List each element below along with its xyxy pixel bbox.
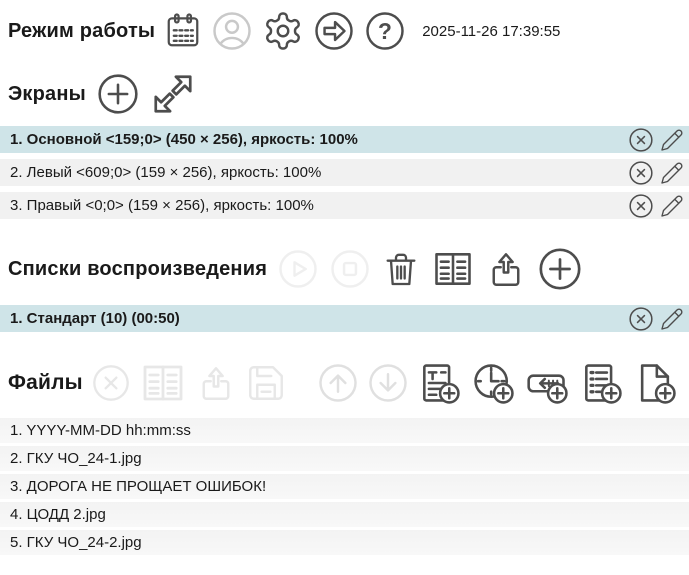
files-toolbar-disabled [91,359,409,407]
mode-header: Режим работы 2025-11-26 17:39:55 [0,0,689,54]
file-row[interactable]: 1. YYYY-MM-DD hh:mm:ss [0,418,689,443]
calendar-icon [164,12,202,50]
file-row[interactable]: 3. ДОРОГА НЕ ПРОЩАЕТ ОШИБОК! [0,474,689,499]
library-book-icon [139,359,187,407]
edit-pencil-icon [660,307,684,331]
settings-button[interactable] [262,10,304,52]
delete-playlist-button[interactable] [381,249,421,289]
files-list: 1. YYYY-MM-DD hh:mm:ss 2. ГКУ ЧО_24-1.jp… [0,418,689,555]
file-row[interactable]: 4. ЦОДД 2.jpg [0,502,689,527]
edit-playlist-button[interactable] [660,307,684,331]
screens-title: Экраны [8,82,86,105]
screens-section: Экраны 1. Основной <159;0> (450 × 256), … [0,70,689,219]
export-file-button [195,362,237,404]
playlists-section: Списки воспроизведения 1. Стандарт (10) … [0,245,689,332]
file-label: 4. ЦОДД 2.jpg [10,506,106,523]
add-playlist-button[interactable] [537,246,583,292]
user-button [211,10,253,52]
enter-arrow-icon [313,10,355,52]
save-file-button [245,362,287,404]
enter-button[interactable] [313,10,355,52]
remove-file-button [91,363,131,403]
add-file-icon [633,361,677,405]
edit-pencil-icon [660,161,684,185]
file-label: 3. ДОРОГА НЕ ПРОЩАЕТ ОШИБОК! [10,478,267,495]
add-ticker-button[interactable] [525,361,569,405]
add-clock-button[interactable] [471,361,515,405]
edit-pencil-icon [660,128,684,152]
remove-playlist-button[interactable] [628,306,654,332]
playlists-list: 1. Стандарт (10) (00:50) [0,305,689,332]
delete-trash-icon [381,249,421,289]
edit-screen-button[interactable] [660,161,684,185]
files-title: Файлы [8,371,83,394]
file-label: 2. ГКУ ЧО_24-1.jpg [10,450,142,467]
file-row[interactable]: 2. ГКУ ЧО_24-1.jpg [0,446,689,471]
playlists-header: Списки воспроизведения [0,245,689,293]
play-playlist-button [277,248,319,290]
files-section: Файлы [0,358,689,555]
add-text-button[interactable] [417,361,461,405]
remove-icon [628,127,654,153]
help-button[interactable] [364,10,406,52]
export-playlist-button[interactable] [485,248,527,290]
play-icon [277,248,319,290]
remove-icon [91,363,131,403]
screen-row[interactable]: 1. Основной <159;0> (450 × 256), яркость… [0,126,689,153]
add-text-icon [417,361,461,405]
remove-icon [628,160,654,186]
stop-icon [329,248,371,290]
files-toolbar-add [417,361,689,405]
add-ticker-icon [525,361,569,405]
move-file-up-button [317,362,359,404]
add-list-button[interactable] [579,361,623,405]
add-list-icon [579,361,623,405]
edit-screen-button[interactable] [660,194,684,218]
files-header: Файлы [0,358,689,408]
playlists-title: Списки воспроизведения [8,257,268,280]
file-label: 5. ГКУ ЧО_24-2.jpg [10,534,142,551]
file-label: 1. YYYY-MM-DD hh:mm:ss [10,422,191,439]
remove-screen-button[interactable] [628,160,654,186]
page-title: Режим работы [8,19,156,42]
remove-icon [628,193,654,219]
add-clock-icon [471,361,515,405]
save-icon [245,362,287,404]
move-down-icon [367,362,409,404]
playlist-row[interactable]: 1. Стандарт (10) (00:50) [0,305,689,332]
screen-label: 1. Основной <159;0> (450 × 256), яркость… [10,131,358,148]
stop-playlist-button [329,248,371,290]
screen-label: 3. Правый <0;0> (159 × 256), яркость: 10… [10,197,314,214]
expand-screens-button[interactable] [150,71,196,117]
screen-row[interactable]: 3. Правый <0;0> (159 × 256), яркость: 10… [0,192,689,219]
screen-label: 2. Левый <609;0> (159 × 256), яркость: 1… [10,164,322,181]
edit-screen-button[interactable] [660,128,684,152]
file-row[interactable]: 5. ГКУ ЧО_24-2.jpg [0,530,689,555]
move-file-down-button [367,362,409,404]
user-icon [211,10,253,52]
file-library-button [139,359,187,407]
remove-icon [628,306,654,332]
add-screen-button[interactable] [96,72,140,116]
settings-gear-icon [262,10,304,52]
remove-screen-button[interactable] [628,193,654,219]
remove-screen-button[interactable] [628,127,654,153]
screens-header: Экраны [0,70,689,118]
add-file-button[interactable] [633,361,677,405]
screens-list: 1. Основной <159;0> (450 × 256), яркость… [0,126,689,219]
move-up-icon [317,362,359,404]
calendar-button[interactable] [164,12,202,50]
library-book-icon [431,247,475,291]
export-icon [195,362,237,404]
expand-icon [150,71,196,117]
export-icon [485,248,527,290]
playlist-library-button[interactable] [431,247,475,291]
add-icon [96,72,140,116]
current-datetime: 2025-11-26 17:39:55 [422,22,561,40]
help-icon [364,10,406,52]
screen-row[interactable]: 2. Левый <609;0> (159 × 256), яркость: 1… [0,159,689,186]
edit-pencil-icon [660,194,684,218]
add-icon [537,246,583,292]
playlist-label: 1. Стандарт (10) (00:50) [10,310,180,327]
